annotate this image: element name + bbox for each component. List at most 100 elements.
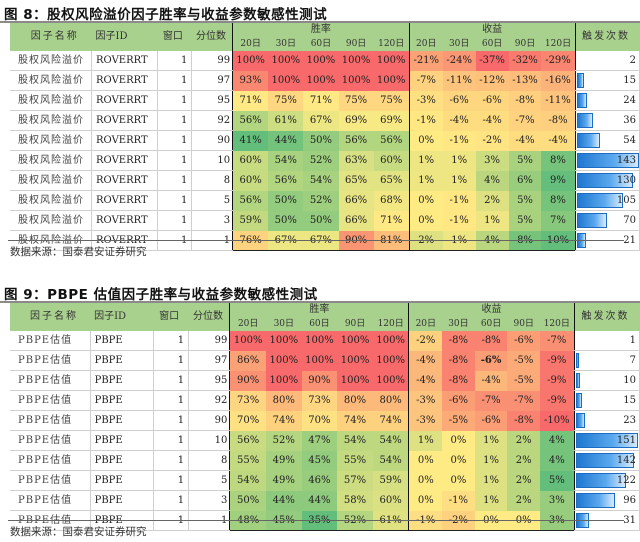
figure-8-bottom-rule bbox=[8, 240, 624, 241]
cell-winrate-1: 49% bbox=[265, 450, 302, 471]
cell-winrate-4: 100% bbox=[372, 331, 409, 351]
cell-winrate-0: 50% bbox=[229, 490, 266, 511]
table-row: PBPE估值 PBPE 1 5 54% 49% 46% 57% 59% 0% 0% 1% 2% 5% 122 bbox=[10, 470, 640, 491]
cell-winrate-0: 59% bbox=[232, 210, 269, 231]
cell-return-1: -8% bbox=[442, 331, 475, 351]
cell-factor-id: PBPE bbox=[90, 490, 155, 511]
trigger-count-value: 70 bbox=[623, 215, 636, 226]
cell-winrate-4: 59% bbox=[372, 470, 409, 491]
cell-winrate-2: 100% bbox=[303, 51, 339, 71]
cell-winrate-4: 100% bbox=[372, 370, 409, 391]
cell-return-3: -6% bbox=[507, 331, 541, 351]
cell-return-2: 2% bbox=[475, 190, 509, 211]
cell-winrate-3: 100% bbox=[337, 350, 373, 371]
cell-winrate-3: 100% bbox=[338, 70, 374, 91]
cell-winrate-0: 70% bbox=[229, 410, 266, 431]
cell-trigger-count: 122 bbox=[573, 470, 640, 491]
cell-winrate-1: 100% bbox=[265, 331, 302, 351]
cell-return-1: -5% bbox=[442, 410, 475, 431]
figure-9-rule bbox=[0, 301, 640, 303]
cell-return-3: -4% bbox=[508, 130, 542, 151]
cell-trigger-count: 10 bbox=[573, 370, 640, 391]
cell-factor-id: PBPE bbox=[90, 430, 155, 451]
cell-return-1: 0% bbox=[442, 450, 475, 471]
table-row: PBPE估值 PBPE 1 3 50% 44% 44% 58% 60% 0% -1% 1% 2% 3% 96 bbox=[10, 490, 640, 511]
cell-winrate-2: 100% bbox=[303, 70, 339, 91]
trigger-count-value: 10 bbox=[623, 375, 636, 386]
cell-winrate-2: 52% bbox=[303, 190, 339, 211]
header-period-return-2: 60日 bbox=[475, 37, 509, 51]
cell-factor-name: PBPE估值 bbox=[10, 390, 91, 411]
cell-winrate-1: 44% bbox=[268, 130, 304, 151]
cell-return-0: -7% bbox=[408, 70, 443, 91]
cell-winrate-3: 75% bbox=[338, 90, 374, 111]
cell-return-3: -32% bbox=[508, 51, 542, 71]
trigger-count-value: 130 bbox=[616, 175, 636, 186]
cell-winrate-2: 44% bbox=[301, 490, 338, 511]
cell-winrate-3: 100% bbox=[337, 370, 373, 391]
cell-winrate-1: 50% bbox=[268, 210, 304, 231]
header-trigger-count: 触发次数 bbox=[573, 303, 640, 331]
cell-factor-name: PBPE估值 bbox=[10, 350, 91, 371]
trigger-count-value: 142 bbox=[616, 455, 636, 466]
cell-factor-id: ROVERRT bbox=[91, 170, 159, 191]
cell-quantile: 90 bbox=[188, 410, 231, 431]
header-period-winrate-1: 30日 bbox=[268, 37, 304, 51]
data-bar bbox=[576, 113, 593, 128]
cell-winrate-0: 86% bbox=[229, 350, 266, 371]
cell-return-2: -37% bbox=[475, 51, 509, 71]
cell-window: 1 bbox=[153, 370, 190, 391]
cell-quantile: 10 bbox=[191, 150, 234, 171]
header-period-winrate-0: 20日 bbox=[232, 37, 269, 51]
trigger-count-value: 1 bbox=[629, 335, 636, 346]
cell-return-0: 0% bbox=[408, 210, 443, 231]
cell-return-2: -7% bbox=[474, 390, 508, 411]
cell-winrate-4: 100% bbox=[373, 51, 410, 71]
data-bar bbox=[575, 493, 615, 508]
cell-quantile: 92 bbox=[188, 390, 231, 411]
cell-winrate-2: 46% bbox=[301, 470, 338, 491]
cell-window: 1 bbox=[157, 130, 193, 151]
cell-winrate-0: 60% bbox=[232, 150, 269, 171]
cell-window: 1 bbox=[153, 390, 190, 411]
cell-winrate-1: 52% bbox=[265, 430, 302, 451]
trigger-count-value: 96 bbox=[623, 495, 636, 506]
cell-trigger-count: 2 bbox=[574, 51, 640, 71]
cell-window: 1 bbox=[157, 70, 193, 91]
table-row: 股权风险溢价 ROVERRT 1 90 41% 44% 50% 56% 56% 0% -1% -2% -… bbox=[10, 130, 640, 151]
cell-return-1: -11% bbox=[442, 70, 476, 91]
cell-return-3: 2% bbox=[507, 430, 541, 451]
cell-factor-name: 股权风险溢价 bbox=[10, 130, 93, 151]
trigger-count-value: 143 bbox=[616, 155, 636, 166]
cell-winrate-1: 49% bbox=[265, 470, 302, 491]
header-winrate-group: 胜率 bbox=[232, 23, 410, 37]
figure-8-title: 图 8：股权风险溢价因子胜率与收益参数敏感性测试 bbox=[4, 7, 328, 23]
cell-return-0: -4% bbox=[408, 370, 443, 391]
cell-factor-id: ROVERRT bbox=[91, 190, 159, 211]
cell-winrate-4: 60% bbox=[373, 150, 410, 171]
cell-return-3: -7% bbox=[508, 110, 542, 131]
cell-return-1: -6% bbox=[442, 390, 475, 411]
cell-trigger-count: 142 bbox=[573, 450, 640, 471]
data-bar bbox=[575, 473, 626, 488]
header-period-winrate-3: 90日 bbox=[337, 317, 373, 331]
cell-return-1: -1% bbox=[442, 190, 476, 211]
cell-winrate-1: 100% bbox=[268, 70, 304, 91]
cell-return-0: 0% bbox=[408, 490, 443, 511]
cell-trigger-count: 143 bbox=[574, 150, 640, 171]
cell-return-3: 2% bbox=[507, 490, 541, 511]
cell-trigger-count: 130 bbox=[574, 170, 640, 191]
header-period-return-0: 20日 bbox=[408, 37, 443, 51]
cell-factor-id: ROVERRT bbox=[91, 130, 159, 151]
cell-return-0: -3% bbox=[408, 390, 443, 411]
header-period-winrate-2: 60日 bbox=[303, 37, 339, 51]
table-row: 股权风险溢价 ROVERRT 1 97 93% 100% 100% 100% 100% -7% -1… bbox=[10, 70, 640, 91]
trigger-count-value: 151 bbox=[616, 435, 636, 446]
header-winrate-group: 胜率 bbox=[229, 303, 409, 317]
cell-winrate-4: 54% bbox=[372, 430, 409, 451]
cell-winrate-3: 74% bbox=[337, 410, 373, 431]
cell-factor-id: PBPE bbox=[90, 390, 155, 411]
cell-return-2: -2% bbox=[475, 130, 509, 151]
cell-return-4: 7% bbox=[541, 210, 576, 231]
cell-factor-id: ROVERRT bbox=[91, 210, 159, 231]
